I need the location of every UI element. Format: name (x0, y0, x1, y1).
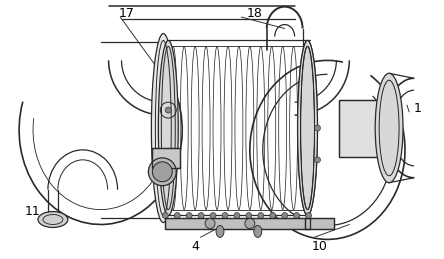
Text: 4: 4 (191, 240, 199, 253)
Ellipse shape (254, 226, 262, 238)
Bar (305, 218, 334, 229)
Ellipse shape (297, 40, 317, 215)
Bar (305, 218, 334, 229)
Bar (152, 148, 180, 168)
Ellipse shape (222, 213, 228, 219)
Ellipse shape (281, 213, 288, 219)
Ellipse shape (246, 213, 252, 219)
Text: 18: 18 (246, 6, 262, 20)
Ellipse shape (174, 213, 180, 219)
Ellipse shape (152, 162, 172, 182)
Bar (339, 100, 389, 157)
Bar (152, 148, 180, 168)
Text: 17: 17 (118, 6, 134, 20)
Ellipse shape (159, 40, 178, 215)
Ellipse shape (205, 219, 215, 228)
Ellipse shape (186, 213, 192, 219)
Ellipse shape (297, 40, 317, 215)
Ellipse shape (245, 219, 255, 228)
Ellipse shape (151, 33, 175, 222)
Bar (165, 218, 309, 229)
Ellipse shape (210, 213, 216, 219)
Ellipse shape (258, 213, 264, 219)
Ellipse shape (293, 213, 300, 219)
Ellipse shape (375, 73, 403, 183)
Ellipse shape (216, 226, 224, 238)
Ellipse shape (163, 213, 168, 219)
Text: 1: 1 (414, 102, 422, 116)
Ellipse shape (234, 213, 240, 219)
Ellipse shape (165, 107, 171, 113)
Ellipse shape (305, 213, 312, 219)
Ellipse shape (270, 213, 276, 219)
Bar (165, 218, 309, 229)
Bar (339, 100, 389, 157)
Ellipse shape (198, 213, 204, 219)
Ellipse shape (38, 212, 68, 227)
Text: 11: 11 (24, 205, 40, 218)
Ellipse shape (314, 125, 321, 131)
Text: 10: 10 (311, 240, 327, 253)
Ellipse shape (314, 157, 321, 163)
Ellipse shape (148, 158, 176, 186)
